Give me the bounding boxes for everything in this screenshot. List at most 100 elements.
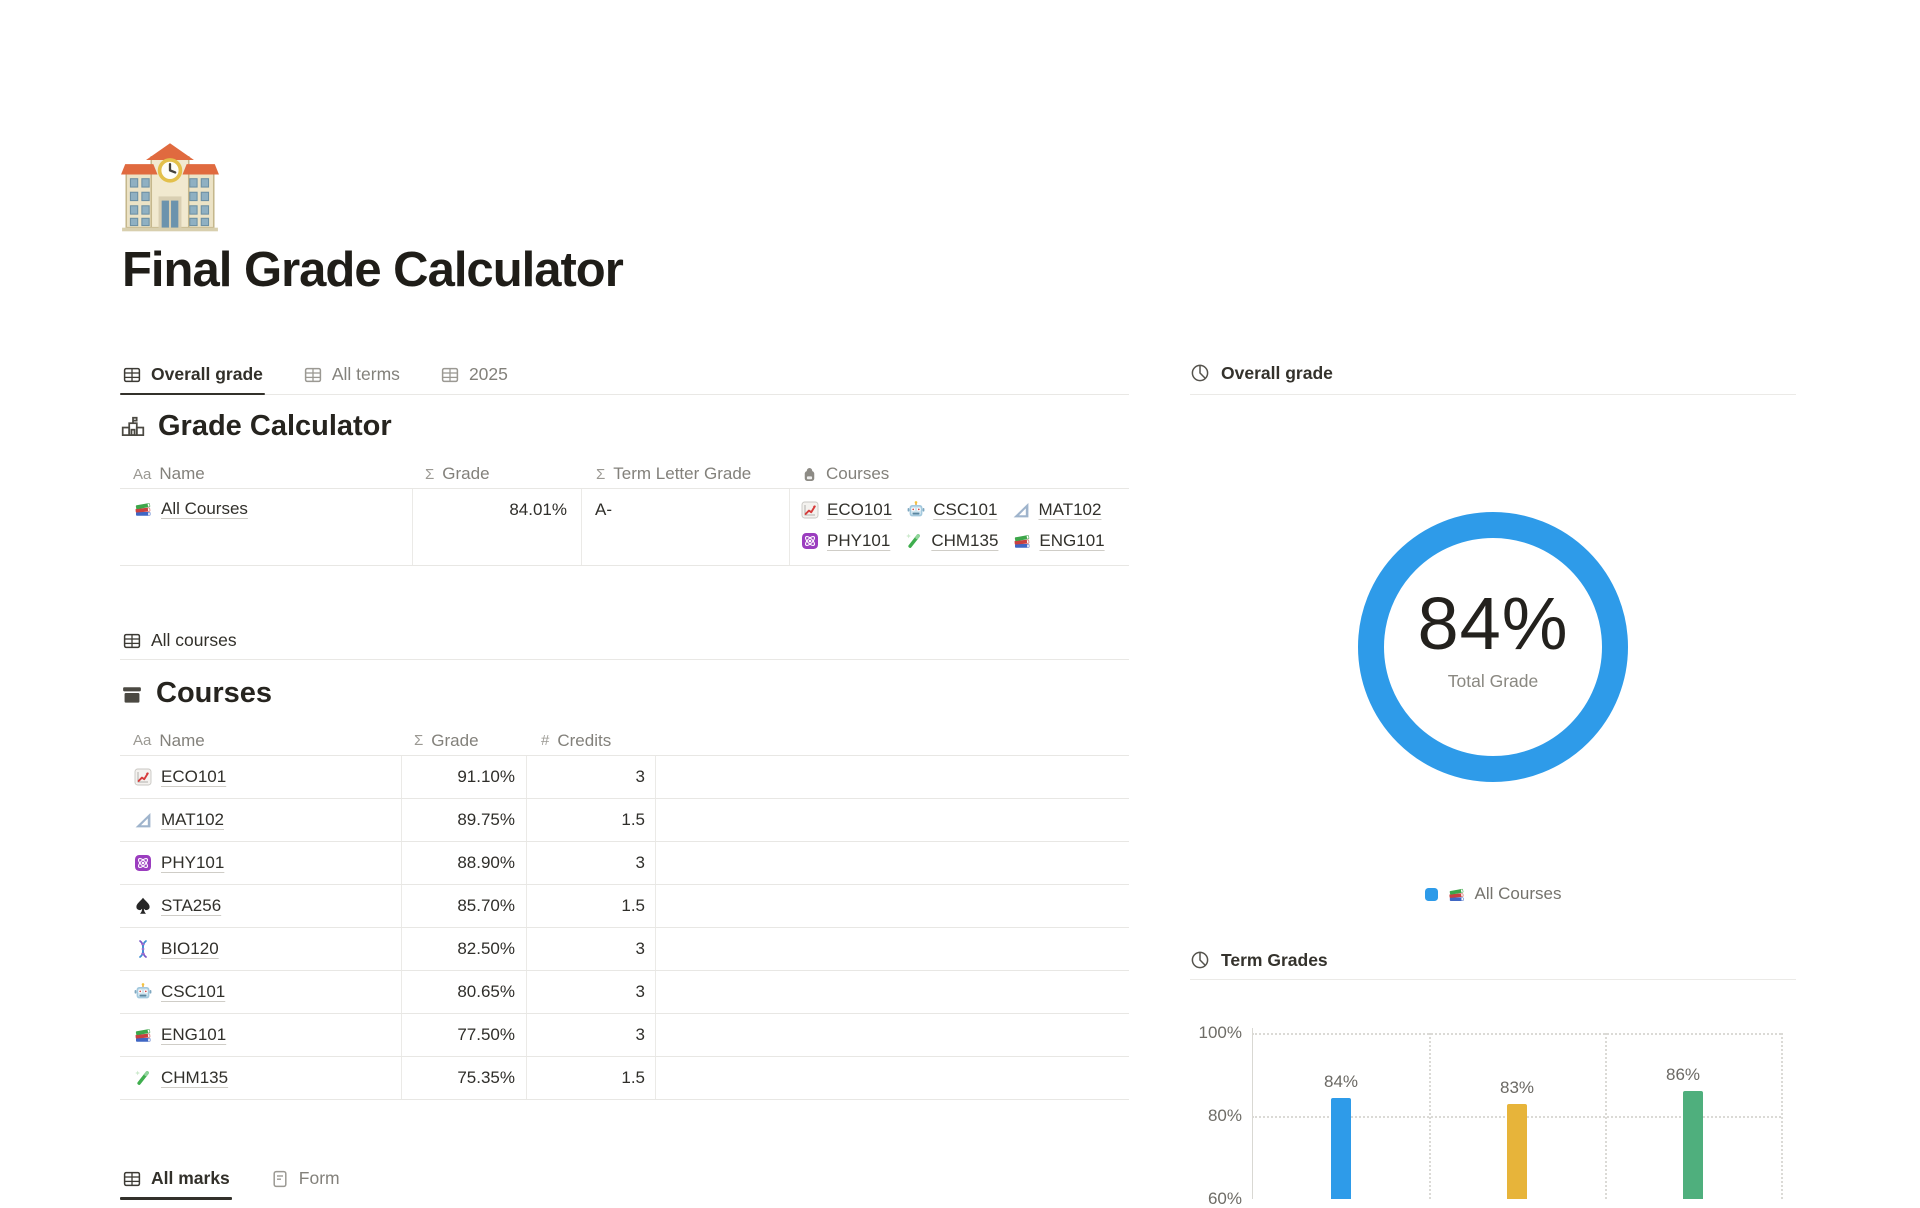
grade-cell[interactable]: 88.90% xyxy=(402,842,527,884)
courses-view-tabs: All courses xyxy=(120,622,1129,660)
course-link-chm135[interactable]: CHM135 xyxy=(904,528,998,554)
tab-label: Overall grade xyxy=(151,364,263,384)
atom-icon xyxy=(800,531,820,551)
donut-center-value: 84% xyxy=(1417,581,1569,665)
column-header-credits[interactable]: # Credits xyxy=(541,730,612,750)
formula-property-icon: Σ xyxy=(425,465,435,483)
empty-cell xyxy=(656,842,1129,884)
chart-legend[interactable]: All Courses xyxy=(1190,884,1796,904)
grade-cell[interactable]: 91.10% xyxy=(402,756,527,798)
course-row-phy101: PHY101 88.90% 3 xyxy=(120,842,1129,885)
credits-cell[interactable]: 1.5 xyxy=(527,799,656,841)
view-tab-all-marks[interactable]: All marks xyxy=(120,1158,232,1200)
empty-cell xyxy=(656,971,1129,1013)
donut-center: 84% Total Grade xyxy=(1357,511,1629,783)
credits-cell[interactable]: 1.5 xyxy=(527,885,656,927)
empty-cell xyxy=(656,885,1129,927)
course-link-csc101[interactable]: CSC101 xyxy=(906,497,997,523)
archive-box-icon xyxy=(120,682,144,706)
name-cell[interactable]: PHY101 xyxy=(120,842,402,884)
name-cell[interactable]: ENG101 xyxy=(120,1014,402,1056)
all-courses-link[interactable]: All Courses xyxy=(161,499,248,518)
page-title[interactable]: Final Grade Calculator xyxy=(122,243,624,297)
chart-increasing-icon xyxy=(800,500,820,520)
grade-cell[interactable]: 75.35% xyxy=(402,1057,527,1099)
credits-cell[interactable]: 3 xyxy=(527,971,656,1013)
name-cell[interactable]: BIO120 xyxy=(120,928,402,970)
grade-cell[interactable]: 80.65% xyxy=(402,971,527,1013)
page-content: Final Grade Calculator Overall grade All… xyxy=(120,0,1129,1200)
table-icon xyxy=(122,365,142,385)
tab-all-terms[interactable]: All terms xyxy=(301,355,402,394)
gridline-vertical xyxy=(1781,1033,1783,1199)
course-link-phy101[interactable]: PHY101 xyxy=(800,528,890,554)
bar-value-label: 83% xyxy=(1499,1078,1535,1097)
robot-icon xyxy=(906,500,926,520)
donut-center-label: Total Grade xyxy=(1447,670,1539,691)
column-header-grade[interactable]: Σ Grade xyxy=(425,464,490,483)
heading-text: Grade Calculator xyxy=(158,410,392,442)
course-link-mat102[interactable]: MAT102 xyxy=(1011,497,1101,523)
name-cell[interactable]: CHM135 xyxy=(120,1057,402,1099)
text-property-icon: Aa xyxy=(133,465,152,483)
column-header-name[interactable]: Aa Name xyxy=(133,464,205,483)
donut-ring xyxy=(1358,512,1628,782)
column-header-grade[interactable]: Σ Grade xyxy=(414,730,479,750)
pie-chart-icon xyxy=(1190,950,1210,970)
grade-cell[interactable]: 84.01% xyxy=(413,489,582,565)
name-cell[interactable]: CSC101 xyxy=(120,971,402,1013)
empty-cell xyxy=(656,1057,1129,1099)
credits-cell[interactable]: 3 xyxy=(527,842,656,884)
credits-cell[interactable]: 3 xyxy=(527,1014,656,1056)
y-axis-line xyxy=(1252,1028,1253,1199)
overall-grade-chart-header[interactable]: Overall grade xyxy=(1190,352,1796,395)
chart-title: Term Grades xyxy=(1221,949,1328,970)
term-letter-grade-cell[interactable]: A- xyxy=(582,489,790,565)
formula-property-icon: Σ xyxy=(414,732,424,749)
charts-panel: Overall grade 84% Total Grade All Course… xyxy=(1190,0,1796,1208)
y-axis-label-80: 80% xyxy=(1207,1106,1242,1125)
tab-2025[interactable]: 2025 xyxy=(438,355,510,394)
column-header-term-letter-grade[interactable]: Σ Term Letter Grade xyxy=(596,464,752,483)
table-row-all-courses: All Courses 84.01% A- ECO101 CSC101 xyxy=(120,489,1129,566)
credits-cell[interactable]: 3 xyxy=(527,756,656,798)
tab-overall-grade[interactable]: Overall grade xyxy=(120,355,265,395)
column-header-courses[interactable]: Courses xyxy=(790,464,1129,484)
marks-view-tabs: All marks Form xyxy=(120,1158,1129,1200)
chart-title: Overall grade xyxy=(1221,362,1333,383)
name-cell[interactable]: STA256 xyxy=(120,885,402,927)
gridline-100 xyxy=(1252,1033,1781,1035)
column-header-name[interactable]: Aa Name xyxy=(133,730,205,750)
grade-cell[interactable]: 85.70% xyxy=(402,885,527,927)
term-grades-chart-header[interactable]: Term Grades xyxy=(1190,941,1796,980)
courses-cell[interactable]: ECO101 CSC101 MAT102 PHY101 xyxy=(790,489,1129,565)
grade-cell[interactable]: 89.75% xyxy=(402,799,527,841)
tab-label: All terms xyxy=(331,364,400,384)
books-icon xyxy=(1012,531,1032,551)
credits-cell[interactable]: 1.5 xyxy=(527,1057,656,1099)
name-cell[interactable]: All Courses xyxy=(120,489,413,565)
test-tube-icon xyxy=(904,531,924,551)
text-property-icon: Aa xyxy=(133,732,152,749)
view-tab-all-courses[interactable]: All courses xyxy=(120,622,239,659)
gridline-vertical xyxy=(1605,1033,1607,1199)
grade-cell[interactable]: 82.50% xyxy=(402,928,527,970)
grade-cell[interactable]: 77.50% xyxy=(402,1014,527,1056)
view-tab-form[interactable]: Form xyxy=(268,1158,342,1199)
course-row-eco101: ECO101 91.10% 3 xyxy=(120,756,1129,799)
school-page-icon[interactable] xyxy=(120,136,220,236)
grade-calculator-heading[interactable]: Grade Calculator xyxy=(120,410,392,443)
test-tube-icon xyxy=(133,1068,153,1088)
number-property-icon: # xyxy=(541,732,550,749)
table-icon xyxy=(122,631,142,651)
courses-table: Aa Name Σ Grade # Credits ECO101 91.10% … xyxy=(120,726,1129,1100)
name-cell[interactable]: MAT102 xyxy=(120,799,402,841)
course-row-csc101: CSC101 80.65% 3 xyxy=(120,971,1129,1014)
tab-label: All marks xyxy=(151,1168,230,1188)
courses-heading[interactable]: Courses xyxy=(120,677,272,710)
course-link-eco101[interactable]: ECO101 xyxy=(800,497,892,523)
credits-cell[interactable]: 3 xyxy=(527,928,656,970)
name-cell[interactable]: ECO101 xyxy=(120,756,402,798)
course-link-eng101[interactable]: ENG101 xyxy=(1012,528,1105,554)
course-row-bio120: BIO120 82.50% 3 xyxy=(120,928,1129,971)
